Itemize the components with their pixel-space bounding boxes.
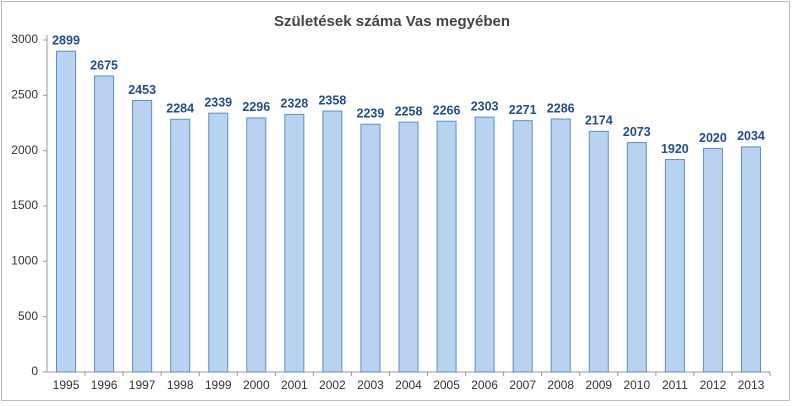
bar (284, 113, 305, 373)
value-label: 2453 (128, 83, 156, 97)
bar (436, 120, 457, 373)
x-tick-label: 2006 (471, 378, 498, 392)
value-label: 2284 (166, 102, 194, 116)
bar (474, 116, 495, 373)
x-tick-label: 2005 (433, 378, 460, 392)
bar (740, 146, 761, 373)
x-tick-label: 1999 (205, 378, 232, 392)
value-label: 2258 (395, 104, 423, 118)
x-tick-label: 1998 (167, 378, 194, 392)
x-tick-label: 2007 (509, 378, 536, 392)
value-label: 1920 (661, 142, 689, 156)
bar (322, 110, 343, 373)
x-tick-label: 2003 (357, 378, 384, 392)
value-label: 2239 (357, 107, 385, 121)
bar (512, 120, 533, 373)
bar (588, 130, 609, 373)
bar (56, 50, 77, 373)
value-label: 2899 (52, 33, 80, 47)
value-label: 2266 (433, 104, 461, 118)
x-tick-label: 2001 (281, 378, 308, 392)
y-tick-label: 1000 (11, 254, 38, 268)
y-tick-label: 1500 (11, 198, 38, 212)
x-tick-label: 2012 (700, 378, 727, 392)
x-tick-label: 1995 (53, 378, 80, 392)
value-label: 2675 (90, 58, 118, 72)
chart-title: Születések száma Vas megyében (274, 13, 510, 30)
bar (360, 123, 381, 373)
value-label: 2358 (318, 93, 346, 107)
value-label: 2339 (204, 95, 232, 109)
y-tick-label: 500 (18, 309, 38, 323)
bar (170, 118, 191, 373)
x-tick-label: 1997 (129, 378, 156, 392)
value-label: 2286 (547, 101, 575, 115)
y-tick-label: 3000 (11, 32, 38, 46)
value-label: 2174 (585, 114, 613, 128)
value-label: 2034 (737, 129, 765, 143)
bar (208, 112, 229, 373)
value-label: 2073 (623, 125, 651, 139)
x-tick-label: 2004 (395, 378, 422, 392)
y-tick-label: 2000 (11, 143, 38, 157)
x-tick-label: 2000 (243, 378, 270, 392)
value-label: 2296 (242, 100, 270, 114)
bar (94, 75, 115, 373)
y-tick-label: 0 (31, 364, 38, 378)
bar (550, 118, 571, 373)
x-tick-label: 2011 (662, 378, 688, 392)
bar (246, 117, 267, 373)
bar (702, 147, 723, 373)
bar (132, 100, 153, 373)
x-tick-label: 2009 (585, 378, 612, 392)
bar (626, 142, 647, 373)
y-tick-label: 2500 (11, 88, 38, 102)
bar (398, 121, 419, 373)
value-label: 2271 (509, 103, 537, 117)
value-label: 2020 (699, 131, 727, 145)
value-label: 2303 (471, 99, 499, 113)
x-tick-label: 2002 (319, 378, 346, 392)
x-tick-label: 1996 (91, 378, 118, 392)
x-tick-label: 2013 (738, 378, 765, 392)
bar (664, 159, 685, 373)
x-tick-label: 2010 (623, 378, 650, 392)
x-tick-label: 2008 (547, 378, 574, 392)
value-label: 2328 (280, 97, 308, 111)
